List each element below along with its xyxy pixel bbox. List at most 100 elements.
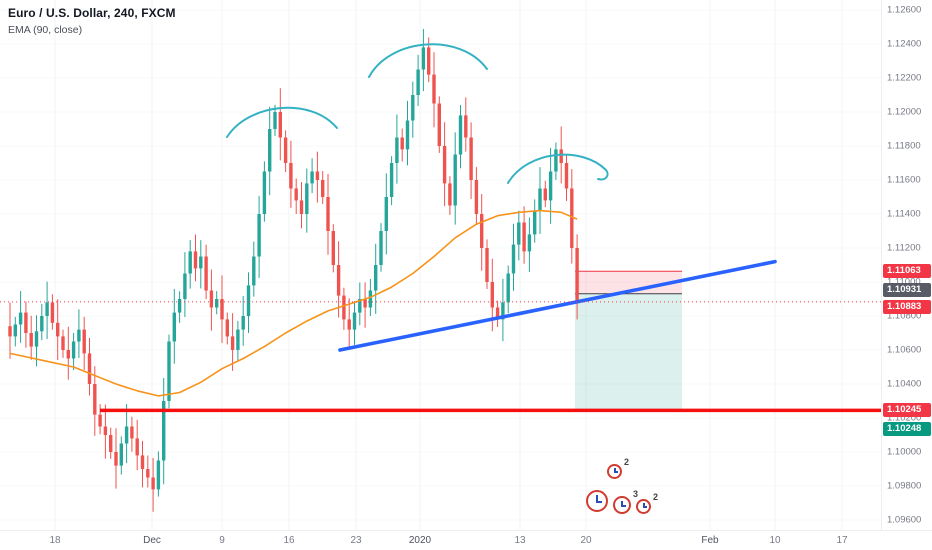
candle-body — [342, 295, 346, 320]
arc-annotation[interactable] — [226, 106, 338, 138]
candle-body — [495, 307, 500, 320]
clock-hand — [621, 500, 624, 506]
candle-body — [543, 188, 547, 201]
price-label[interactable]: 1.10931 — [883, 283, 931, 297]
candle-body — [82, 329, 86, 354]
price-axis[interactable]: 1.09600 1.09800 1.10000 1.10200 1.10400 1.106… — [881, 0, 932, 530]
candle-body — [331, 231, 335, 265]
candle-body — [411, 95, 415, 121]
candle-body — [511, 244, 516, 274]
clock-sticker-icon[interactable]: 2 — [636, 492, 658, 514]
clock-sticker-icon[interactable]: 2 — [607, 457, 629, 479]
candle-body — [453, 154, 457, 206]
price-tick-label: 1.12400 — [887, 38, 922, 50]
candle-body — [384, 197, 388, 231]
candle-body — [29, 333, 33, 347]
candle-body — [564, 163, 569, 189]
candle-body — [368, 290, 373, 308]
time-tick-label: 10 — [769, 535, 781, 546]
candle-body — [77, 329, 81, 342]
price-label[interactable]: 1.10245 — [883, 403, 931, 417]
candle-body — [464, 115, 468, 138]
candle-body — [188, 251, 192, 274]
trendline[interactable] — [338, 259, 777, 352]
price-label[interactable]: 1.10883 — [883, 300, 931, 314]
candle-body — [45, 302, 49, 316]
candle-body — [480, 214, 484, 248]
candle-body — [527, 234, 532, 252]
candle-body — [575, 248, 579, 302]
price-tick-label: 1.11200 — [887, 242, 921, 254]
candle-body — [262, 171, 267, 214]
time-tick-label: 16 — [283, 535, 295, 546]
price-label[interactable]: 1.10248 — [883, 422, 931, 436]
sticker-count: 2 — [652, 492, 658, 502]
candle-body — [119, 443, 123, 466]
candle-body — [199, 256, 203, 269]
price-tick-label: 1.10200 — [887, 412, 922, 424]
candle-body — [305, 183, 309, 214]
candle-body — [124, 426, 129, 444]
candle-body — [326, 197, 330, 231]
clock-sticker-icon[interactable] — [586, 490, 608, 512]
price-label[interactable]: 1.11063 — [883, 264, 931, 278]
arc-annotation[interactable] — [368, 43, 488, 78]
candle-body — [405, 120, 410, 150]
candle-body — [416, 69, 420, 95]
candle-body — [294, 188, 298, 201]
candle-body — [204, 256, 208, 291]
price-tick-label: 1.11400 — [887, 208, 921, 220]
sticker-count: 3 — [632, 489, 638, 499]
candle-body — [114, 452, 118, 466]
candle-body — [448, 183, 452, 206]
price-tick-label: 1.10000 — [887, 446, 922, 458]
time-tick-label: Feb — [701, 535, 719, 546]
candle-body — [246, 285, 251, 316]
candle-body — [146, 469, 150, 478]
candle-body — [98, 414, 102, 427]
candle-body — [458, 115, 463, 155]
time-tick-label: 2020 — [408, 535, 432, 546]
time-axis[interactable]: 18 Dec 9 16 23 2020 13 20 Feb 10 17 — [0, 530, 932, 550]
candle-body — [18, 312, 23, 325]
candle-body — [225, 319, 229, 337]
candle-body — [273, 112, 277, 129]
position-target-zone[interactable] — [575, 293, 682, 410]
candle-body — [230, 336, 235, 350]
candle-body — [236, 329, 240, 350]
price-tick-label: 1.10600 — [887, 344, 922, 356]
clock-sticker-icon[interactable]: 3 — [613, 489, 638, 514]
time-tick-label: 17 — [836, 535, 848, 546]
candle-body — [56, 322, 60, 337]
price-tick-label: 1.11600 — [887, 174, 921, 186]
candle-body — [389, 163, 394, 197]
candle-body — [8, 326, 12, 337]
candle-body — [363, 299, 367, 308]
candle-body — [421, 47, 426, 70]
candle-body — [13, 324, 17, 337]
candle-body — [395, 137, 399, 163]
candle-body — [220, 299, 224, 320]
clock-hand — [642, 502, 645, 508]
short-position-tool[interactable] — [575, 270, 682, 410]
ema-line[interactable] — [9, 209, 578, 397]
candle-body — [61, 336, 65, 350]
candle-body — [140, 455, 145, 469]
candle-body — [87, 353, 92, 384]
position-stop-zone[interactable] — [575, 271, 682, 294]
candle-body — [50, 302, 55, 323]
price-tick-label: 1.10800 — [887, 310, 922, 322]
price-tick-label: 1.11800 — [887, 140, 921, 152]
candle-body — [162, 401, 166, 461]
candle-body — [437, 103, 441, 146]
candle-body — [336, 265, 341, 296]
sticker-count: 2 — [623, 457, 629, 467]
candle-body — [66, 350, 70, 359]
candle-body — [241, 316, 245, 330]
arc-annotation[interactable] — [507, 153, 609, 184]
candle-body — [379, 231, 383, 265]
candle-body — [485, 248, 489, 282]
candlestick-series — [8, 28, 579, 512]
time-tick-label: 9 — [219, 535, 225, 546]
